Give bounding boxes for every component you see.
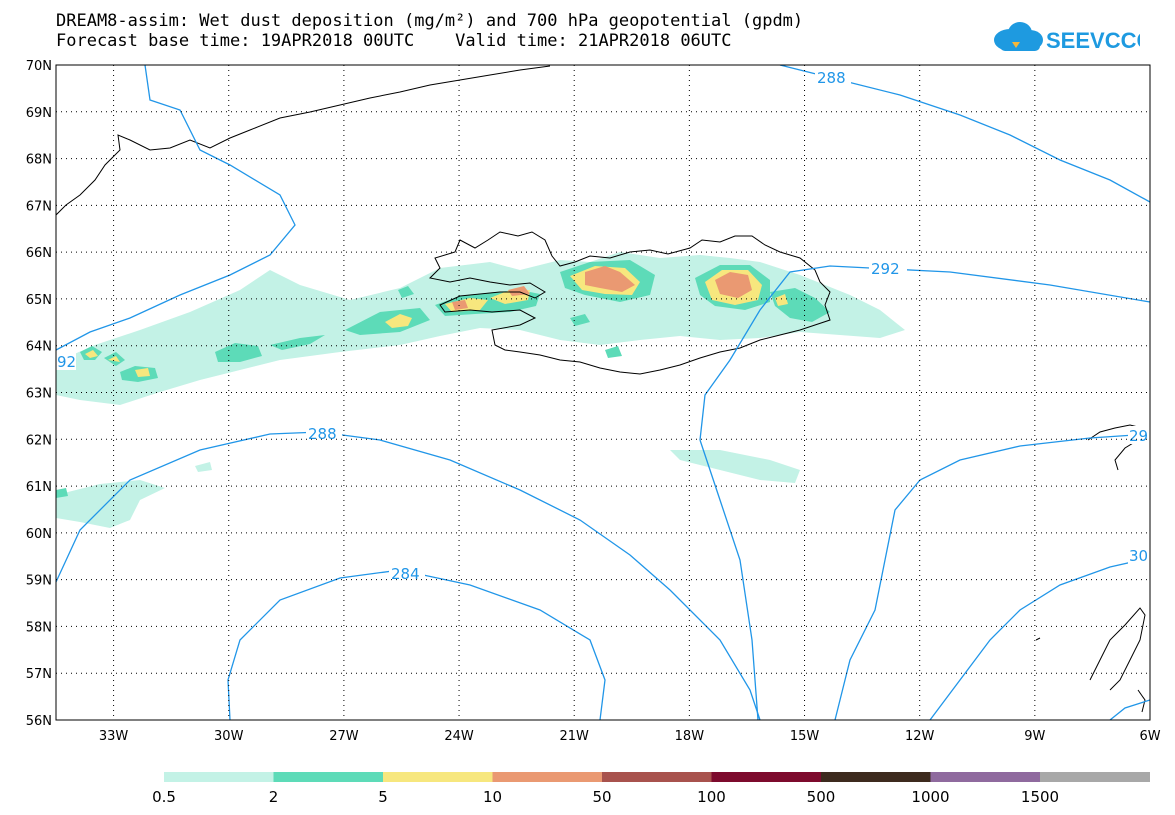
contour-labels: 288 292 92 288 284 29 30 bbox=[56, 68, 1150, 583]
latitude-tick-label: 58N bbox=[26, 620, 52, 635]
colorbar-segment bbox=[711, 772, 822, 782]
longitude-tick-label: 9W bbox=[1024, 729, 1045, 744]
colorbar-label: 5 bbox=[378, 788, 388, 806]
latitude-labels: 70N 69N 68N 67N 66N 65N 64N 63N 62N 61N 60N 59N 58N 5… bbox=[26, 59, 52, 729]
latitude-tick-label: 56N bbox=[26, 714, 52, 729]
contour-label: 92 bbox=[57, 353, 76, 371]
colorbar-label: 2 bbox=[269, 788, 279, 806]
logo-text: SEEVCCC bbox=[1046, 28, 1140, 53]
latitude-tick-label: 70N bbox=[26, 59, 52, 74]
map-frame bbox=[55, 64, 1151, 721]
latitude-tick-label: 68N bbox=[26, 153, 52, 168]
longitude-tick-label: 18W bbox=[675, 729, 705, 744]
contour-label: 30 bbox=[1129, 547, 1148, 565]
colorbar-label: 1000 bbox=[911, 788, 949, 806]
colorbar-label: 500 bbox=[807, 788, 836, 806]
colorbar-label: 100 bbox=[697, 788, 726, 806]
latitude-tick-label: 62N bbox=[26, 433, 52, 448]
longitude-tick-label: 30W bbox=[214, 729, 244, 744]
contour-label: 288 bbox=[308, 425, 337, 443]
latitude-tick-label: 67N bbox=[26, 199, 52, 214]
colorbar-label: 1500 bbox=[1021, 788, 1059, 806]
longitude-tick-label: 27W bbox=[329, 729, 359, 744]
colorbar-segment bbox=[602, 772, 712, 782]
dust-deposition-field bbox=[56, 252, 905, 528]
geopotential-contours bbox=[56, 65, 1150, 720]
longitude-tick-label: 33W bbox=[99, 729, 129, 744]
latitude-tick-label: 64N bbox=[26, 340, 52, 355]
colorbar: 0.5 2 5 10 50 100 500 1000 1500 bbox=[152, 772, 1150, 806]
longitude-tick-label: 21W bbox=[560, 729, 590, 744]
longitude-tick-label: 6W bbox=[1139, 729, 1160, 744]
colorbar-label: 0.5 bbox=[152, 788, 176, 806]
colorbar-label: 50 bbox=[592, 788, 611, 806]
latitude-tick-label: 69N bbox=[26, 106, 52, 121]
graticule bbox=[56, 65, 1150, 720]
colorbar-segment bbox=[383, 772, 493, 782]
contour-label: 288 bbox=[817, 69, 846, 87]
contour-label: 284 bbox=[391, 565, 420, 583]
longitude-tick-label: 15W bbox=[790, 729, 820, 744]
latitude-tick-label: 59N bbox=[26, 574, 52, 589]
latitude-tick-label: 61N bbox=[26, 480, 52, 495]
cloud-icon bbox=[994, 22, 1043, 51]
contour-label: 292 bbox=[871, 260, 900, 278]
colorbar-segment bbox=[492, 772, 603, 782]
longitude-tick-label: 24W bbox=[444, 729, 474, 744]
colorbar-segment bbox=[1040, 772, 1150, 782]
latitude-tick-label: 57N bbox=[26, 667, 52, 682]
forecast-times: Forecast base time: 19APR2018 00UTC Vali… bbox=[56, 31, 732, 51]
longitude-labels: 33W 30W 27W 24W 21W 18W 15W 12W 9W 6W bbox=[99, 729, 1161, 744]
chart-title: DREAM8-assim: Wet dust deposition (mg/m²… bbox=[56, 11, 804, 31]
latitude-tick-label: 60N bbox=[26, 527, 52, 542]
latitude-tick-label: 66N bbox=[26, 246, 52, 261]
latitude-tick-label: 63N bbox=[26, 387, 52, 402]
colorbar-segment bbox=[164, 772, 274, 782]
contour-label: 29 bbox=[1129, 427, 1148, 445]
iceland-coast bbox=[428, 231, 831, 375]
coastlines bbox=[56, 65, 1146, 713]
greenland-coast bbox=[56, 65, 551, 216]
seevccc-logo: SEEVCCC bbox=[994, 22, 1140, 53]
colorbar-segment bbox=[273, 772, 384, 782]
colorbar-label: 10 bbox=[483, 788, 502, 806]
longitude-tick-label: 12W bbox=[905, 729, 935, 744]
colorbar-segment bbox=[930, 772, 1041, 782]
colorbar-segment bbox=[821, 772, 931, 782]
latitude-tick-label: 65N bbox=[26, 293, 52, 308]
